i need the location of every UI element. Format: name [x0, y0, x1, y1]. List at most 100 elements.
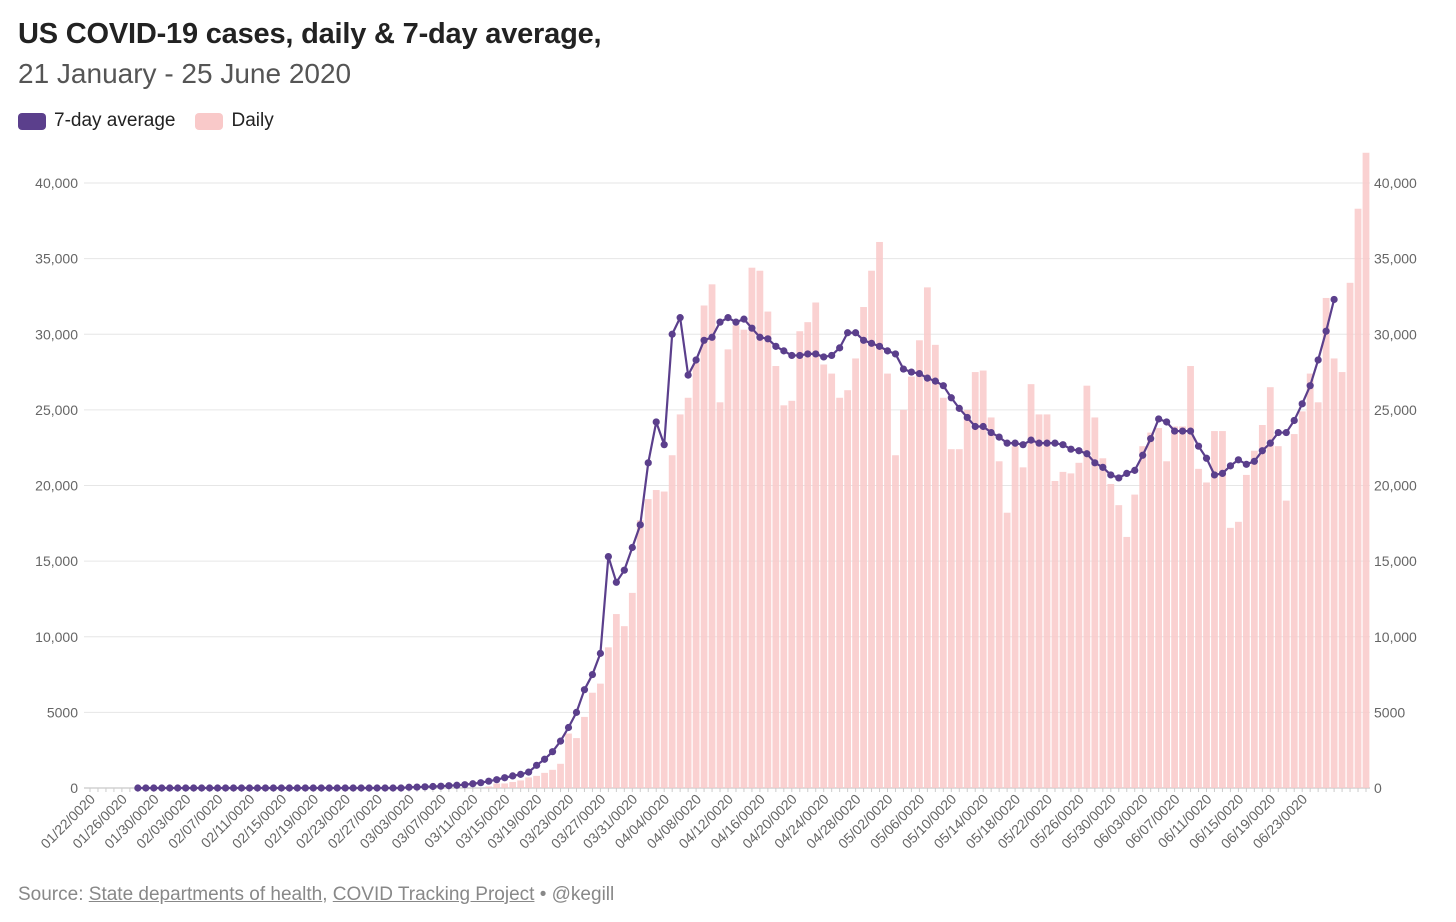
average-point: [1091, 459, 1099, 467]
daily-bar: [939, 397, 947, 788]
daily-bar: [1051, 480, 1059, 788]
average-point: [1186, 427, 1195, 435]
daily-bar: [1155, 428, 1163, 788]
chart-subtitle: 21 January - 25 June 2020: [18, 58, 352, 89]
average-point: [1234, 456, 1242, 464]
y-tick-label-left: 5000: [47, 704, 78, 720]
average-point: [1258, 447, 1266, 455]
average-point: [1035, 439, 1043, 447]
average-point: [1083, 450, 1091, 458]
average-point: [421, 783, 429, 791]
legend-label-daily: Daily: [231, 110, 274, 131]
daily-bar: [1346, 282, 1354, 788]
average-point: [1218, 469, 1227, 477]
average-point: [397, 784, 405, 792]
y-tick-label-right: 5000: [1374, 704, 1405, 720]
daily-bar: [1187, 366, 1194, 788]
average-point: [1051, 439, 1059, 447]
daily-bar: [1035, 414, 1043, 788]
daily-bar: [724, 349, 732, 788]
daily-bar: [860, 307, 867, 788]
daily-bar: [1147, 432, 1155, 788]
average-point: [708, 333, 716, 341]
source-link-covid-tracking[interactable]: COVID Tracking Project: [332, 884, 535, 905]
daily-bar: [1211, 431, 1218, 788]
average-point: [373, 784, 381, 792]
average-point: [612, 578, 620, 586]
daily-bar: [748, 267, 756, 788]
average-point: [1202, 454, 1211, 462]
average-point: [1075, 447, 1083, 455]
average-point: [381, 784, 389, 792]
average-point: [333, 784, 341, 792]
daily-bar: [604, 647, 612, 788]
daily-bar: [963, 409, 971, 788]
daily-bar: [1362, 152, 1370, 788]
average-point: [1099, 463, 1107, 471]
average-point: [1274, 428, 1282, 437]
average-point: [907, 368, 916, 376]
average-point: [293, 784, 301, 792]
daily-bar: [620, 626, 628, 788]
daily-bar: [1011, 446, 1019, 788]
daily-bar: [628, 592, 636, 788]
daily-bar: [979, 370, 987, 788]
average-point: [660, 441, 668, 449]
daily-bar: [884, 373, 891, 788]
daily-bar: [652, 490, 660, 788]
average-point: [923, 374, 931, 382]
daily-bar: [1274, 446, 1282, 788]
average-point: [780, 347, 788, 355]
daily-bar: [1330, 358, 1338, 788]
average-point: [309, 784, 317, 792]
daily-bar: [1314, 402, 1322, 788]
average-point: [564, 723, 573, 732]
average-point: [357, 784, 365, 792]
daily-bar: [660, 491, 668, 788]
average-point: [437, 782, 445, 790]
daily-bar: [1282, 500, 1290, 788]
daily-bar: [1250, 450, 1258, 788]
daily-bar: [955, 449, 963, 788]
average-point: [1314, 356, 1322, 364]
daily-bar: [509, 781, 517, 788]
average-point: [788, 351, 796, 360]
average-point: [820, 353, 828, 361]
average-point: [1171, 427, 1179, 435]
average-point: [1027, 436, 1035, 444]
average-point: [198, 784, 206, 792]
source-link-state-health[interactable]: State departments of health: [88, 884, 323, 905]
y-tick-label-right: 20,000: [1374, 478, 1417, 494]
average-point: [1250, 457, 1258, 465]
y-tick-label-left: 15,000: [35, 553, 78, 569]
daily-bar: [740, 329, 748, 788]
average-point: [859, 336, 868, 344]
average-point: [461, 781, 469, 789]
average-point: [413, 783, 421, 791]
daily-bar: [1115, 505, 1123, 788]
daily-bar: [549, 769, 556, 788]
y-tick-label-right: 15,000: [1374, 553, 1417, 569]
y-tick-label-right: 10,000: [1374, 629, 1417, 645]
daily-bar: [836, 397, 844, 788]
daily-bar: [756, 270, 764, 789]
average-point: [1298, 400, 1306, 408]
y-tick-label-right: 25,000: [1374, 402, 1417, 418]
daily-bar: [916, 340, 923, 788]
average-point: [852, 329, 860, 337]
daily-bar: [692, 362, 700, 788]
average-point: [341, 784, 349, 792]
daily-bar: [676, 414, 684, 788]
daily-bar: [1322, 297, 1330, 788]
daily-bar: [557, 763, 564, 788]
daily-bar: [501, 783, 509, 788]
average-point: [812, 350, 820, 358]
average-point: [1210, 471, 1219, 479]
average-point: [485, 777, 493, 785]
average-point: [628, 543, 636, 552]
average-point: [867, 339, 876, 347]
y-tick-label-right: 35,000: [1374, 251, 1417, 267]
average-point: [652, 418, 660, 426]
daily-bar: [1258, 425, 1266, 788]
average-point: [971, 422, 979, 431]
